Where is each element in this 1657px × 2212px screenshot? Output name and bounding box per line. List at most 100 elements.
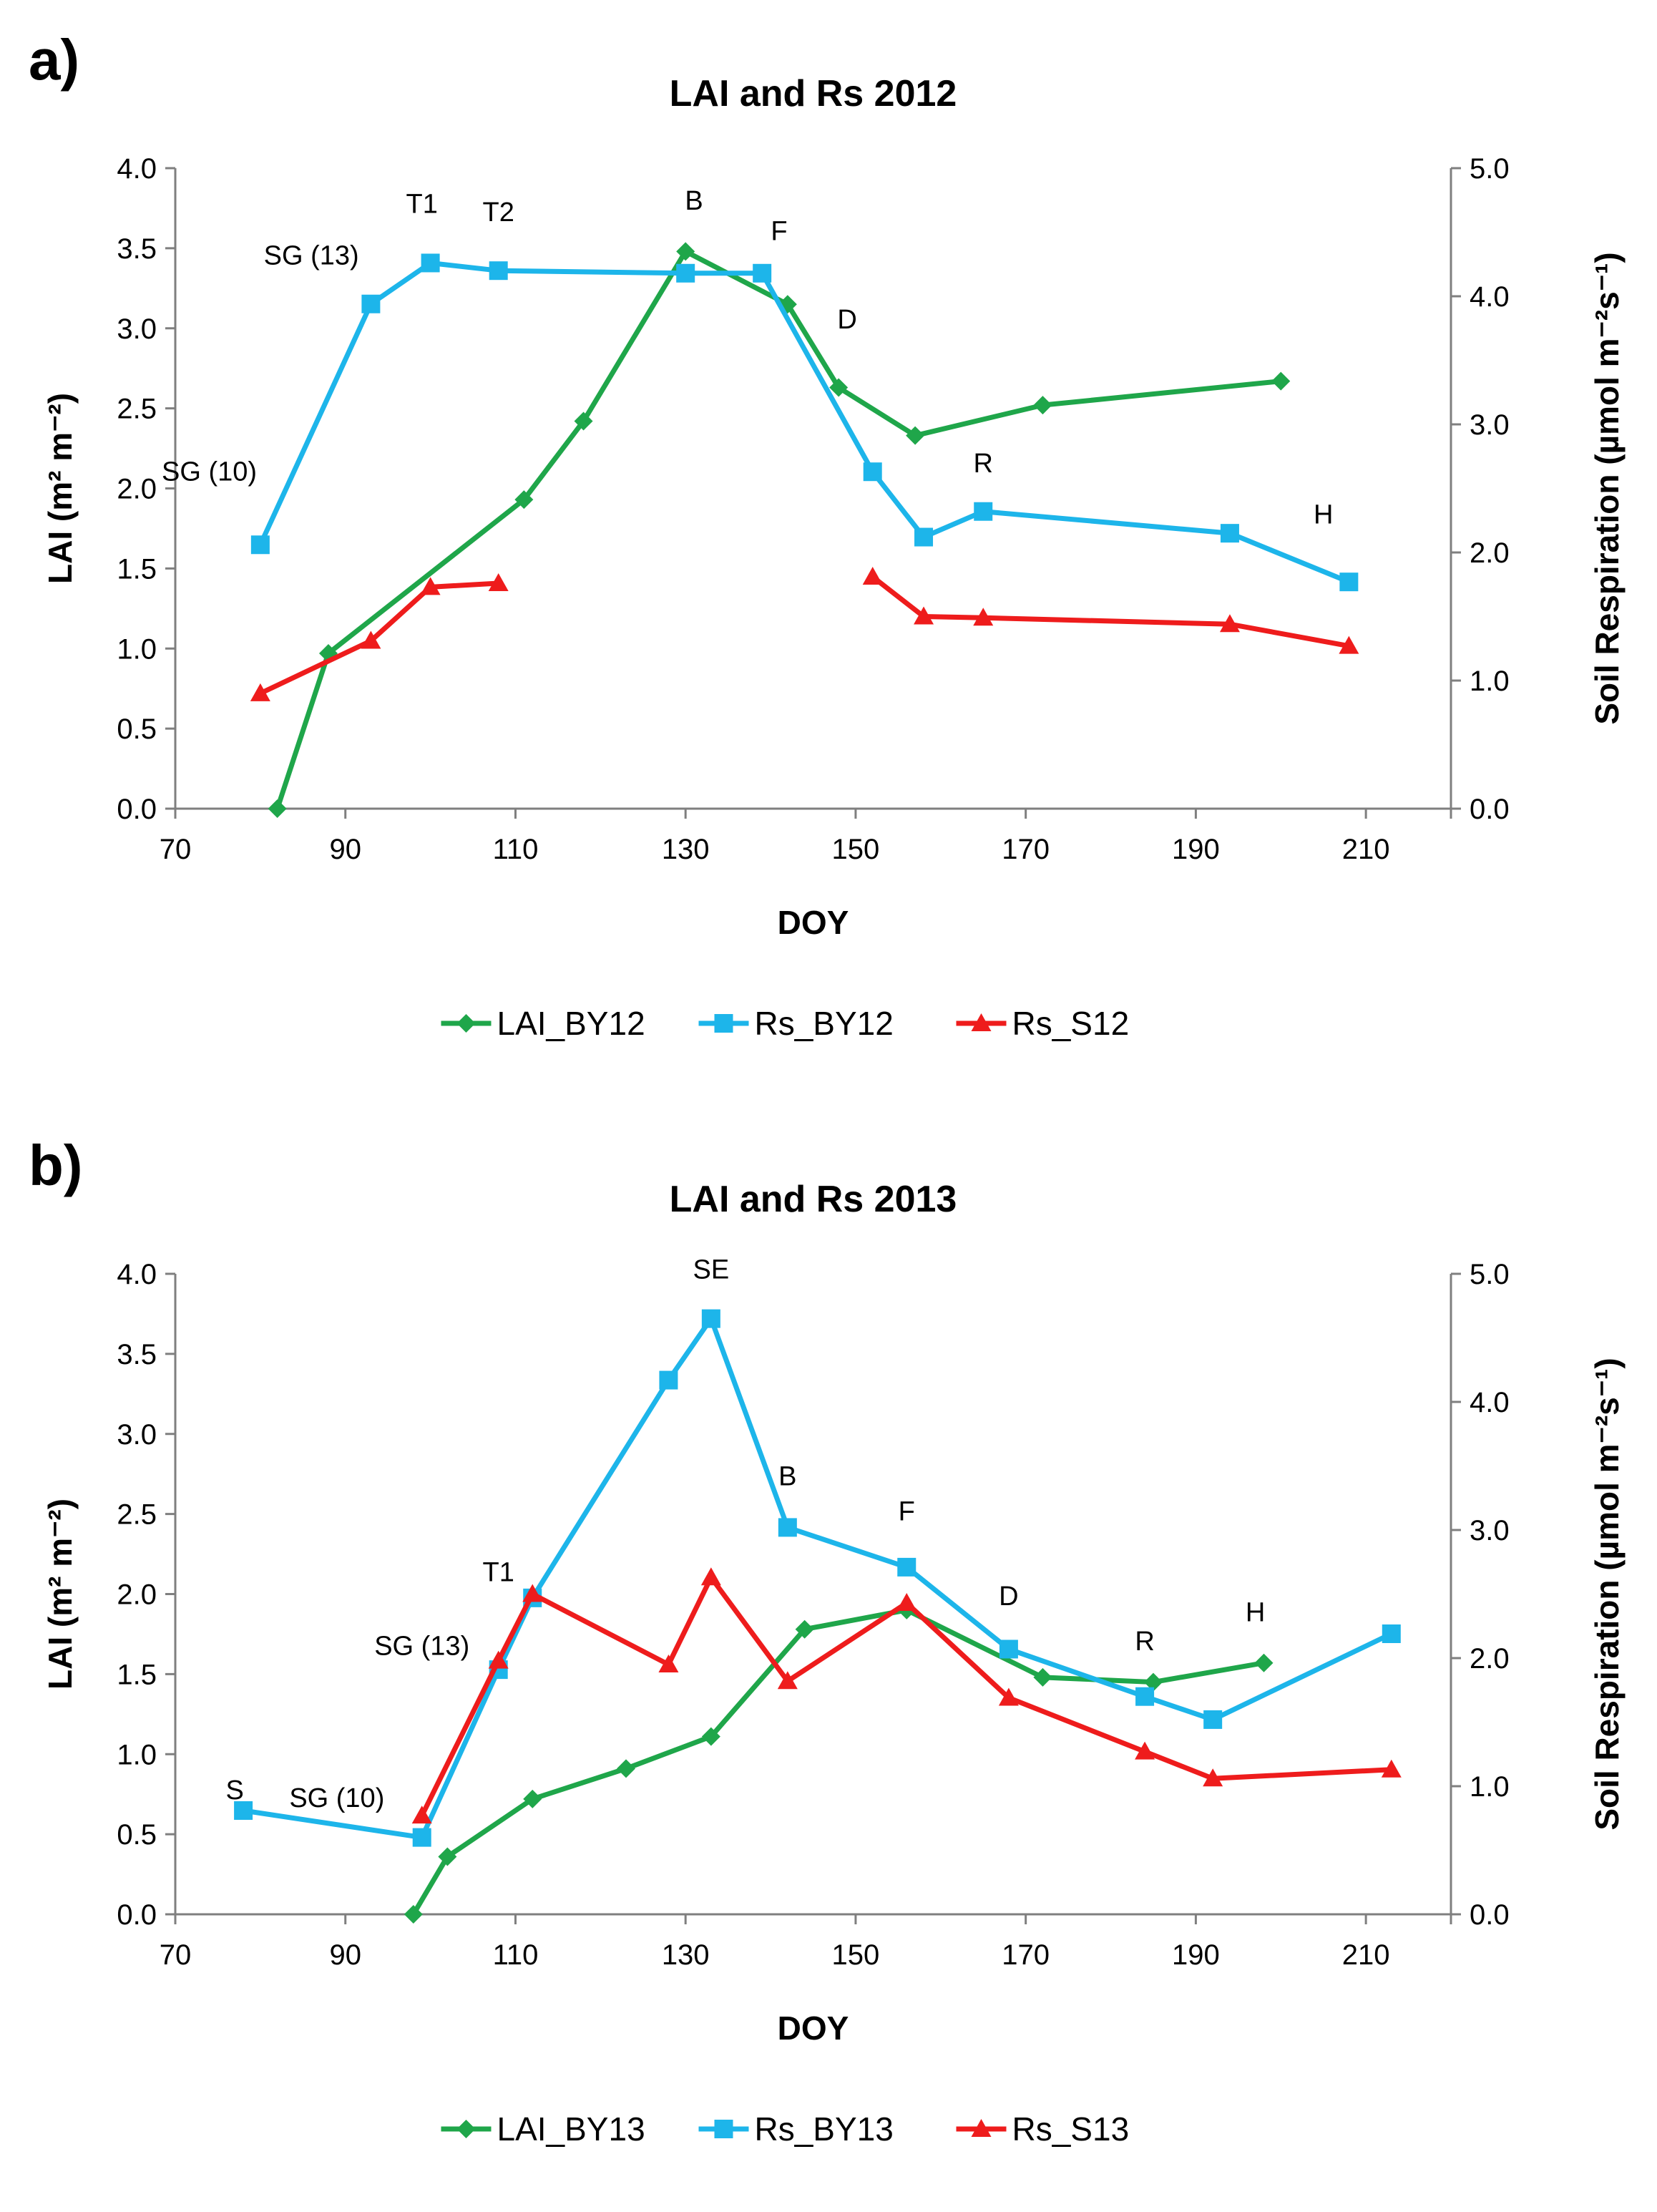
data-point bbox=[1219, 614, 1240, 633]
data-point bbox=[1135, 1741, 1155, 1760]
chart-title: LAI and Rs 2013 bbox=[670, 1179, 957, 1220]
x-tick-label: 170 bbox=[1002, 1939, 1050, 1971]
data-point bbox=[676, 263, 695, 283]
y-tick-label: 3.5 bbox=[117, 233, 157, 265]
data-point bbox=[974, 502, 993, 521]
y-tick-label: 1.5 bbox=[117, 553, 157, 585]
data-point bbox=[701, 1309, 720, 1328]
stage-annotation: SE bbox=[693, 1255, 730, 1285]
data-point bbox=[862, 567, 883, 585]
data-point bbox=[777, 1671, 798, 1690]
stage-annotation: B bbox=[778, 1461, 796, 1491]
y-tick-label: 2.0 bbox=[117, 1579, 157, 1611]
data-point bbox=[489, 261, 508, 281]
data-point bbox=[1271, 371, 1291, 391]
legend-item: LAI_BY12 bbox=[441, 1005, 645, 1042]
data-point bbox=[1143, 1672, 1163, 1692]
legend-item: Rs_BY13 bbox=[698, 2110, 894, 2148]
data-point bbox=[616, 1759, 635, 1778]
y-tick-label: 4.0 bbox=[117, 1259, 157, 1290]
chart-2013: LAI and Rs 2013 0.0 0.5 1.0 1.5 2.0 2.5 3.0 3.5 4… bbox=[41, 1179, 1626, 2148]
x-tick-label: 70 bbox=[160, 834, 192, 865]
y-tick-label: 0.5 bbox=[117, 713, 157, 745]
stage-annotation: T1 bbox=[406, 190, 438, 220]
y-axis-label: LAI (m² m⁻²) bbox=[41, 1499, 79, 1690]
y-tick-label: 2.5 bbox=[117, 394, 157, 425]
data-point bbox=[658, 1654, 679, 1672]
y2-tick-label: 4.0 bbox=[1470, 281, 1510, 313]
stage-annotation: B bbox=[685, 186, 703, 216]
x-axis-label: DOY bbox=[778, 2009, 849, 2047]
data-point bbox=[438, 1847, 457, 1866]
stage-annotation: SG (10) bbox=[162, 457, 257, 487]
chart-panel-b: b) LAI and Rs 2013 0.0 0.5 1.0 1.5 2.0 2.5 3.0 3… bbox=[0, 1106, 1657, 2212]
y-axis-label: LAI (m² m⁻²) bbox=[41, 393, 79, 584]
y-tick-label: 3.0 bbox=[117, 313, 157, 345]
legend-label: LAI_BY12 bbox=[497, 1005, 645, 1042]
legend-label: LAI_BY13 bbox=[497, 2110, 645, 2148]
legend-marker bbox=[456, 1014, 476, 1033]
y2-tick-label: 5.0 bbox=[1470, 153, 1510, 185]
legend-marker bbox=[714, 1014, 733, 1033]
legend-marker bbox=[456, 2120, 476, 2138]
data-point bbox=[914, 527, 934, 547]
data-point bbox=[999, 1639, 1018, 1659]
data-point bbox=[700, 1567, 721, 1586]
data-point bbox=[234, 1801, 253, 1821]
legend-marker bbox=[971, 2119, 992, 2137]
stage-annotation: H bbox=[1314, 500, 1333, 530]
legend-item: LAI_BY13 bbox=[441, 2110, 645, 2148]
y2-tick-label: 1.0 bbox=[1470, 1771, 1510, 1803]
data-point bbox=[829, 378, 849, 397]
chart-2012: LAI and Rs 2012 0.0 0.5 1.0 1.5 2.0 2.5 3.0 3.5 4… bbox=[41, 73, 1626, 1042]
stage-annotation: SG (13) bbox=[264, 240, 359, 271]
data-point bbox=[1381, 1759, 1402, 1778]
legend-label: Rs_BY12 bbox=[755, 1005, 894, 1042]
legend-label: Rs_S12 bbox=[1012, 1005, 1130, 1042]
data-point bbox=[676, 242, 695, 261]
data-point bbox=[412, 1828, 431, 1847]
data-point bbox=[574, 411, 593, 431]
x-tick-label: 210 bbox=[1342, 1939, 1390, 1971]
legend-item: Rs_S12 bbox=[956, 1005, 1130, 1042]
series-LAI_BY12 bbox=[268, 242, 1291, 818]
y2-tick-label: 1.0 bbox=[1470, 666, 1510, 697]
x-axis-label: DOY bbox=[778, 904, 849, 941]
data-point bbox=[522, 1584, 543, 1602]
x-tick-label: 150 bbox=[832, 1939, 880, 1971]
data-point bbox=[1339, 635, 1359, 654]
legend-marker bbox=[971, 1013, 992, 1031]
data-point bbox=[488, 573, 509, 591]
series-Rs_S13 bbox=[411, 1567, 1402, 1824]
data-point bbox=[488, 1650, 509, 1669]
series-Rs_S12 bbox=[250, 567, 1359, 701]
data-point bbox=[1033, 1667, 1052, 1687]
data-point bbox=[404, 1905, 423, 1924]
data-point bbox=[523, 1789, 542, 1808]
data-point bbox=[863, 462, 882, 482]
x-tick-label: 130 bbox=[662, 1939, 710, 1971]
stage-annotation: H bbox=[1246, 1598, 1265, 1628]
x-tick-label: 190 bbox=[1172, 1939, 1220, 1971]
data-point bbox=[896, 1593, 917, 1612]
series-line bbox=[871, 575, 1349, 649]
x-tick-label: 190 bbox=[1172, 834, 1220, 865]
y-tick-label: 0.0 bbox=[117, 794, 157, 825]
stage-annotation: F bbox=[899, 1497, 915, 1527]
data-point bbox=[514, 490, 534, 510]
data-point bbox=[998, 1687, 1019, 1706]
data-point bbox=[1033, 396, 1052, 415]
data-point bbox=[361, 630, 381, 649]
stage-annotation: D bbox=[837, 305, 856, 335]
y-tick-label: 2.0 bbox=[117, 474, 157, 505]
y2-tick-label: 2.0 bbox=[1470, 1643, 1510, 1675]
data-point bbox=[906, 426, 925, 445]
y2-axis-label: Soil Respiration (µmol m⁻²s⁻¹) bbox=[1588, 252, 1626, 724]
series-Rs_BY12 bbox=[250, 253, 1359, 592]
data-point bbox=[795, 1619, 814, 1639]
data-point bbox=[268, 799, 287, 818]
y2-tick-label: 2.0 bbox=[1470, 537, 1510, 569]
y2-tick-label: 4.0 bbox=[1470, 1387, 1510, 1418]
y-tick-label: 0.5 bbox=[117, 1819, 157, 1851]
y2-tick-label: 3.0 bbox=[1470, 1515, 1510, 1546]
